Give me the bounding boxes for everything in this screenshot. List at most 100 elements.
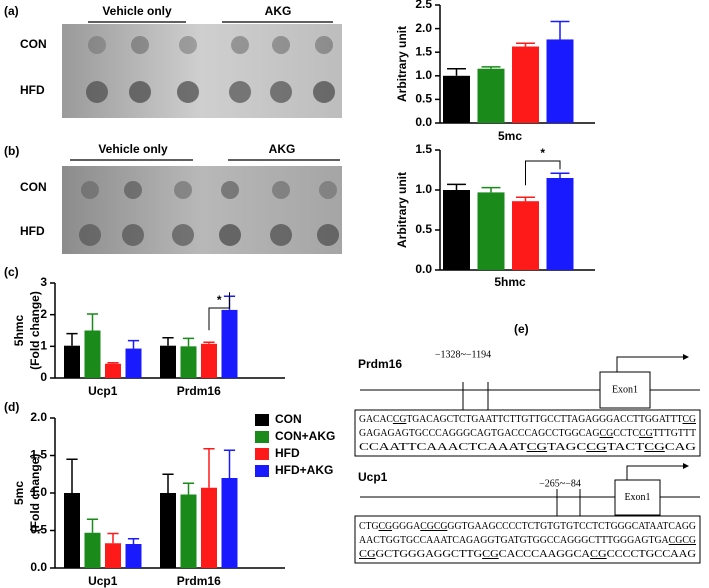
sequence-segment: CCTC bbox=[613, 428, 639, 439]
error-bar bbox=[127, 339, 140, 349]
sequence-segment: CG bbox=[527, 442, 548, 453]
error-bar bbox=[162, 337, 174, 346]
sequence-segment: GCTGGGAGGCTTG bbox=[376, 549, 483, 560]
blot-row-label: HFD bbox=[20, 224, 45, 238]
bar bbox=[125, 544, 142, 568]
blot-dot bbox=[272, 36, 290, 54]
sequence-segment: CG bbox=[482, 549, 499, 560]
x-tick-label: Ucp1 bbox=[88, 384, 118, 398]
blot-dot bbox=[315, 36, 333, 54]
blot-row-label: HFD bbox=[20, 83, 45, 97]
exon-label: Exon1 bbox=[612, 384, 638, 395]
blot-group-label: Vehicle only bbox=[98, 142, 168, 156]
sequence-segment: CG bbox=[600, 428, 614, 439]
sequence-segment: CG bbox=[393, 414, 406, 425]
blot-dot bbox=[86, 81, 108, 103]
bar bbox=[477, 68, 505, 123]
y-tick-label: 2.0 bbox=[30, 410, 47, 424]
error-bar bbox=[516, 196, 535, 202]
bar bbox=[105, 543, 121, 568]
bar bbox=[201, 343, 217, 378]
sequence-segment: TTTGTTT bbox=[653, 428, 696, 439]
y-tick-label: 1.0 bbox=[415, 182, 432, 196]
y-tick-label: 1.5 bbox=[415, 142, 432, 156]
tss-arrowhead bbox=[683, 354, 689, 360]
sequence-segment: GGGA bbox=[392, 521, 421, 532]
y-tick-label: 0.0 bbox=[415, 115, 432, 129]
y-tick-label: 1.5 bbox=[415, 44, 432, 58]
y-tick-label: 0.5 bbox=[30, 523, 47, 537]
sequence-line: GACACCGTGACAGCTCTGAATTCTTGTTGCCTTAGAGGGA… bbox=[359, 414, 696, 425]
error-bar bbox=[223, 449, 236, 478]
blot-dot bbox=[81, 181, 99, 199]
panel-label: (b) bbox=[4, 144, 19, 158]
y-tick-label: 1.0 bbox=[415, 68, 432, 82]
blot-dot bbox=[229, 81, 251, 103]
y-tick-label: 0.0 bbox=[30, 560, 47, 574]
y-tick-label: 0.5 bbox=[415, 92, 432, 106]
error-bar bbox=[447, 183, 466, 190]
sequence-segment: GGTGAAGCCCCTCTGTGTGTCCTCTGGGCATAATCAGG bbox=[447, 521, 696, 532]
blot-dot bbox=[88, 36, 106, 54]
sequence-line: CG GCTGGGAGGCTTG CG CACCCAAGGCA CG CCCCTGCCAA… bbox=[359, 549, 696, 560]
legend-label: CON bbox=[275, 412, 302, 426]
blot-dot bbox=[319, 181, 337, 199]
bar bbox=[477, 192, 505, 270]
sequence-box bbox=[354, 409, 701, 457]
region-label: −1328~−1194 bbox=[435, 349, 491, 360]
x-tick-label: Prdm16 bbox=[177, 574, 221, 588]
legend-swatch bbox=[255, 448, 269, 460]
bar bbox=[84, 532, 101, 568]
blot-dot bbox=[129, 81, 151, 103]
sequence-segment: CG bbox=[639, 428, 653, 439]
blot-dot bbox=[122, 224, 144, 246]
blot-dot bbox=[79, 224, 101, 246]
gene-name: Prdm16 bbox=[358, 357, 402, 371]
sequence-segment: CG bbox=[590, 549, 607, 560]
blot-dot bbox=[313, 81, 335, 103]
bar bbox=[160, 493, 176, 568]
blot-group-lines bbox=[70, 21, 340, 161]
y-axis-label: Arbitrary unit bbox=[395, 172, 409, 248]
sequence-segment: CCAATTCAAACTCAAAT bbox=[359, 442, 527, 453]
blot-group-label: AKG bbox=[265, 4, 292, 18]
blot-dot bbox=[221, 181, 239, 199]
blot-dot bbox=[179, 36, 197, 54]
sequence-segment: TGACAGCTCTGAATTCTTGTTGCCTTAGAGGGACCTTGGA… bbox=[406, 414, 682, 425]
legend-label: HFD bbox=[275, 446, 300, 460]
gene-name: Ucp1 bbox=[358, 470, 388, 484]
sequence-segment: CGCG bbox=[420, 521, 447, 532]
bar bbox=[201, 487, 217, 568]
error-bar bbox=[447, 67, 466, 76]
error-bar bbox=[182, 482, 195, 495]
bar bbox=[443, 75, 470, 123]
x-tick-label: Ucp1 bbox=[88, 574, 118, 588]
blot-dot bbox=[174, 181, 192, 199]
y-tick-label: 2.0 bbox=[415, 21, 432, 35]
bar bbox=[160, 345, 176, 378]
blot-dot bbox=[124, 181, 142, 199]
region-label: −265~−84 bbox=[539, 478, 581, 489]
y-axis-label: Arbitrary unit bbox=[395, 26, 409, 102]
y-tick-label: 2 bbox=[40, 307, 47, 321]
x-tick-label: Prdm16 bbox=[177, 384, 221, 398]
blot-dot bbox=[172, 224, 194, 246]
error-bar bbox=[203, 341, 215, 344]
tss-arrow bbox=[616, 356, 683, 372]
bar bbox=[546, 178, 574, 270]
significance-label: * bbox=[217, 293, 222, 307]
legend-label: HFD+AKG bbox=[275, 463, 333, 477]
panel-label: (c) bbox=[4, 265, 19, 279]
y-tick-label: 1.5 bbox=[30, 448, 47, 462]
legend-label: CON+AKG bbox=[275, 429, 335, 443]
blot-group-label: AKG bbox=[269, 142, 296, 156]
error-bar bbox=[66, 332, 78, 346]
y-tick-label: 1.0 bbox=[30, 485, 47, 499]
exon-label: Exon1 bbox=[624, 492, 650, 503]
sequence-segment: CGCG bbox=[669, 535, 696, 546]
bar bbox=[64, 493, 80, 568]
legend-swatch bbox=[255, 414, 269, 426]
error-bar bbox=[481, 66, 501, 69]
sequence-segment: CACCCAAGGCA bbox=[499, 549, 591, 560]
